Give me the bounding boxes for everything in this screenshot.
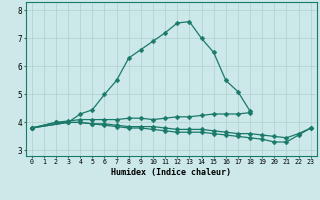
X-axis label: Humidex (Indice chaleur): Humidex (Indice chaleur) bbox=[111, 168, 231, 177]
